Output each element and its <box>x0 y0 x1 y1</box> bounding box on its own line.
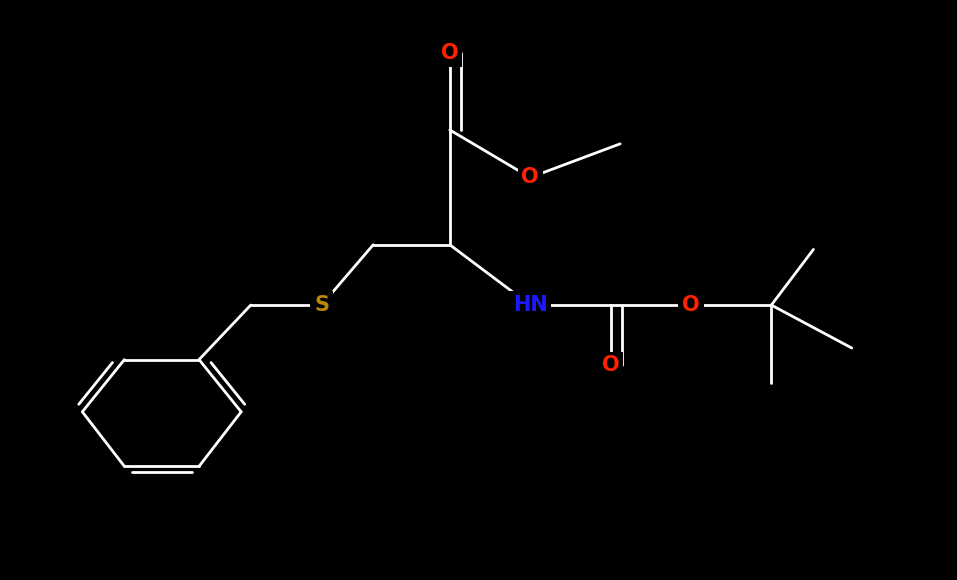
Text: O: O <box>602 356 619 375</box>
Text: S: S <box>314 295 329 315</box>
Text: HN: HN <box>513 295 547 315</box>
Text: O: O <box>522 168 539 187</box>
Text: O: O <box>441 44 458 63</box>
Text: O: O <box>682 295 700 315</box>
